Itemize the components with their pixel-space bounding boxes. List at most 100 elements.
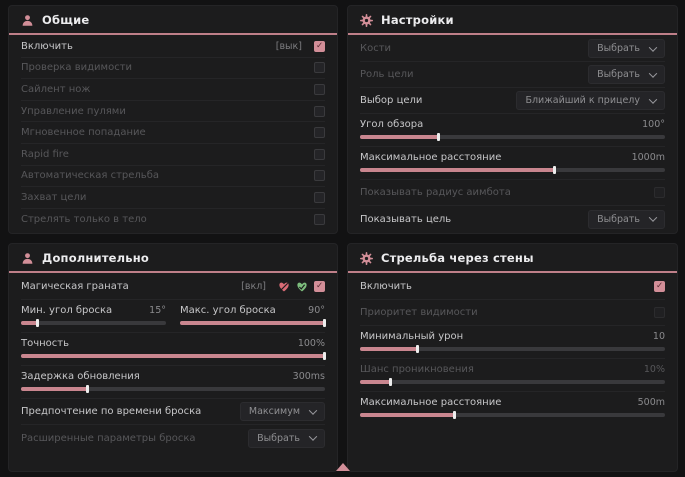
toggle-row-instant-hit[interactable]: Мгновенное попадание xyxy=(21,122,325,144)
chevron-down-icon xyxy=(648,213,658,222)
wallbang-enable-checkbox[interactable] xyxy=(654,281,665,292)
toggle-label: Мгновенное попадание xyxy=(21,127,146,139)
slider-thumb[interactable] xyxy=(415,345,419,353)
slider-thumb[interactable] xyxy=(323,319,326,327)
toggle-row-body-only[interactable]: Стрелять только в тело xyxy=(21,209,325,231)
slider-row-throw-angles: Мин. угол броска 15° Макс. угол броска 9… xyxy=(21,300,326,333)
chevron-down-icon xyxy=(308,432,318,441)
dropdown-label: Предпочтение по времени броска xyxy=(21,406,202,417)
toggle-row-bullet-control[interactable]: Управление пулями xyxy=(21,101,325,123)
slider-value: 500m xyxy=(637,397,665,408)
target-select-dropdown[interactable]: Ближайший к прицелу xyxy=(516,91,665,110)
panel-additional-body: Магическая граната [вкл] Мин. угол броск… xyxy=(9,273,337,451)
dropdown-value: Выбрать xyxy=(597,69,640,80)
fov-slider[interactable] xyxy=(360,133,665,141)
slider-row-update-delay: Задержка обновления 300ms xyxy=(21,366,325,399)
toggle-label: Стрелять только в тело xyxy=(21,214,147,226)
enable-checkbox[interactable] xyxy=(314,40,325,52)
accuracy-slider[interactable] xyxy=(21,352,326,360)
magic-grenade-checkbox[interactable] xyxy=(314,281,325,292)
panel-title: Дополнительно xyxy=(42,251,150,265)
toggle-row-target-lock[interactable]: Захват цели xyxy=(21,187,325,209)
slider-value: 10 xyxy=(652,331,665,342)
dropdown-row-target-role: Роль цели Выбрать xyxy=(360,62,665,88)
panel-additional: Дополнительно Магическая граната [вкл] xyxy=(8,243,338,472)
body-only-checkbox[interactable] xyxy=(314,214,325,226)
slider-label: Минимальный урон xyxy=(360,331,464,342)
slider-value: 10% xyxy=(643,364,665,375)
panel-title: Настройки xyxy=(381,13,454,27)
silent-knife-checkbox[interactable] xyxy=(314,83,325,95)
show-target-dropdown[interactable]: Выбрать xyxy=(588,209,665,229)
min-throw-angle-slider[interactable] xyxy=(21,319,166,327)
slider-thumb[interactable] xyxy=(437,133,441,141)
slider-thumb[interactable] xyxy=(388,378,392,386)
toggle-label: Сайлент нож xyxy=(21,83,91,95)
slider-thumb[interactable] xyxy=(323,352,326,360)
slider-thumb[interactable] xyxy=(85,385,89,393)
arrow-up-indicator xyxy=(336,463,350,471)
toggle-label: Захват цели xyxy=(21,191,87,203)
toggle-label: Автоматическая стрельба xyxy=(21,170,159,182)
slider-row-fov: Угол обзора 100° xyxy=(360,114,665,147)
slider-label: Шанс проникновения xyxy=(360,364,474,375)
chevron-down-icon xyxy=(648,68,658,78)
dropdown-value: Выбрать xyxy=(597,213,640,225)
toggle-row-visibility-priority[interactable]: Приоритет видимости xyxy=(360,300,665,326)
dropdown-row-bones: Кости Выбрать xyxy=(360,36,665,62)
panel-general: Общие Включить [вык] Проверка видимости … xyxy=(8,5,338,234)
dropdown-value: Ближайший к прицелу xyxy=(525,95,640,106)
slider-thumb[interactable] xyxy=(553,166,557,174)
panel-settings-header: Настройки xyxy=(348,6,677,35)
toggle-label: Показывать радиус аимбота xyxy=(360,187,511,198)
visibility-priority-checkbox[interactable] xyxy=(654,307,665,318)
toggle-label: Приоритет видимости xyxy=(360,307,478,318)
slider-thumb[interactable] xyxy=(452,411,456,419)
panel-settings: Настройки Кости Выбрать Роль цели Выбрат… xyxy=(347,5,678,234)
toggle-label: Проверка видимости xyxy=(21,62,133,74)
wallbang-max-distance-slider[interactable] xyxy=(360,411,665,419)
toggle-label: Магическая граната xyxy=(21,281,129,292)
toggle-label: Включить xyxy=(21,40,73,52)
max-throw-angle-slider[interactable] xyxy=(180,319,326,327)
slider-thumb[interactable] xyxy=(36,319,40,327)
throw-time-dropdown[interactable]: Максимум xyxy=(239,402,325,421)
chevron-down-icon xyxy=(648,42,658,52)
min-damage-slider[interactable] xyxy=(360,345,665,353)
update-delay-slider[interactable] xyxy=(21,385,325,393)
panel-additional-header: Дополнительно xyxy=(9,244,337,273)
bullet-control-checkbox[interactable] xyxy=(314,105,325,117)
slider-row-penetration-chance: Шанс проникновения 10% xyxy=(360,359,665,392)
toggle-row-enable[interactable]: Включить [вык] xyxy=(21,36,325,58)
toggle-label: Rapid fire xyxy=(21,148,69,160)
heart-slash-icon xyxy=(278,281,290,293)
advanced-throw-dropdown[interactable]: Выбрать xyxy=(248,428,325,448)
toggle-row-wallbang-enable[interactable]: Включить xyxy=(360,274,665,300)
show-radius-checkbox[interactable] xyxy=(654,187,665,198)
panel-wallbang-header: Стрельба через стены xyxy=(348,244,677,273)
instant-hit-checkbox[interactable] xyxy=(314,127,325,139)
toggle-row-rapid-fire[interactable]: Rapid fire xyxy=(21,144,325,166)
auto-fire-checkbox[interactable] xyxy=(314,170,325,182)
rapid-fire-checkbox[interactable] xyxy=(314,148,325,160)
slider-label: Мин. угол броска xyxy=(21,305,113,316)
visibility-check-checkbox[interactable] xyxy=(314,62,325,74)
toggle-row-auto-fire[interactable]: Автоматическая стрельба xyxy=(21,166,325,188)
toggle-row-show-radius[interactable]: Показывать радиус аимбота xyxy=(360,180,665,206)
bones-dropdown[interactable]: Выбрать xyxy=(588,39,665,58)
panel-settings-body: Кости Выбрать Роль цели Выбрать Выбор це… xyxy=(348,35,677,232)
target-role-dropdown[interactable]: Выбрать xyxy=(588,65,665,84)
dropdown-value: Выбрать xyxy=(597,43,640,54)
slider-label: Максимальное расстояние xyxy=(360,152,502,163)
slider-label: Максимальное расстояние xyxy=(360,397,502,408)
dropdown-label: Выбор цели xyxy=(360,95,423,106)
toggle-row-visibility-check[interactable]: Проверка видимости xyxy=(21,58,325,80)
chevron-down-icon xyxy=(648,94,658,104)
penetration-chance-slider[interactable] xyxy=(360,378,665,386)
toggle-row-magic-grenade[interactable]: Магическая граната [вкл] xyxy=(21,274,325,300)
heart-check-icon xyxy=(296,281,308,293)
max-distance-slider[interactable] xyxy=(360,166,665,174)
target-lock-checkbox[interactable] xyxy=(314,191,325,203)
toggle-row-silent-knife[interactable]: Сайлент нож xyxy=(21,79,325,101)
